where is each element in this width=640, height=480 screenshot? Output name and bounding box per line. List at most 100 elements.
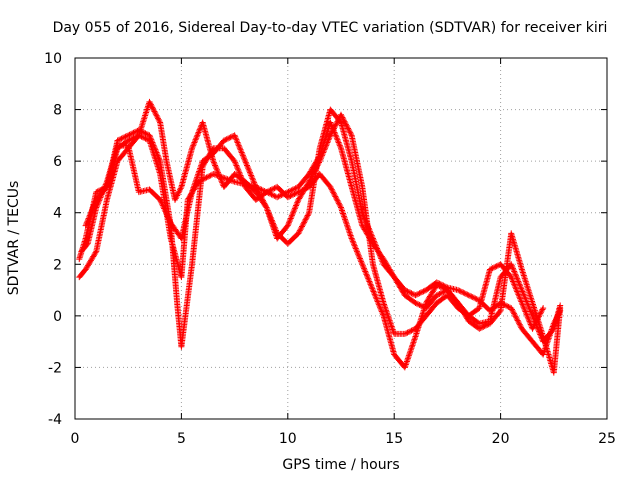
data-point bbox=[516, 321, 523, 328]
data-point bbox=[302, 185, 309, 192]
data-point bbox=[326, 133, 333, 140]
data-point bbox=[268, 219, 275, 226]
data-point bbox=[464, 291, 471, 298]
data-point bbox=[220, 137, 227, 144]
data-point bbox=[339, 114, 346, 121]
data-point bbox=[387, 320, 394, 327]
data-point bbox=[83, 241, 90, 248]
data-point bbox=[342, 217, 349, 224]
data-point bbox=[439, 284, 446, 291]
data-point bbox=[350, 239, 357, 246]
data-point bbox=[300, 220, 307, 227]
data-point bbox=[249, 175, 256, 182]
data-point bbox=[102, 185, 109, 192]
data-point bbox=[142, 130, 149, 137]
data-point bbox=[522, 308, 529, 315]
data-point bbox=[360, 264, 367, 271]
data-point bbox=[90, 202, 97, 209]
data-point bbox=[271, 228, 278, 235]
data-point bbox=[148, 102, 155, 109]
data-point bbox=[295, 230, 302, 237]
data-point bbox=[525, 302, 532, 309]
data-point bbox=[332, 122, 339, 129]
data-point bbox=[312, 166, 319, 173]
data-point bbox=[518, 299, 525, 306]
data-point bbox=[293, 201, 300, 208]
data-point bbox=[511, 311, 518, 318]
data-point bbox=[408, 345, 415, 352]
data-point bbox=[147, 100, 154, 107]
data-point bbox=[138, 128, 145, 135]
data-point bbox=[365, 275, 372, 282]
data-point bbox=[192, 180, 199, 187]
data-point bbox=[266, 187, 273, 194]
y-tick-label: 4 bbox=[53, 206, 62, 222]
data-point bbox=[352, 245, 359, 252]
data-point bbox=[529, 325, 536, 332]
data-point bbox=[290, 209, 297, 216]
data-point bbox=[366, 279, 373, 286]
data-point bbox=[437, 283, 444, 290]
data-point bbox=[308, 174, 315, 181]
data-point bbox=[338, 113, 345, 120]
data-point bbox=[371, 238, 378, 245]
data-point bbox=[191, 138, 198, 145]
data-point bbox=[152, 111, 159, 118]
data-point bbox=[218, 176, 225, 183]
data-point bbox=[412, 292, 419, 299]
data-point bbox=[404, 357, 411, 364]
data-point bbox=[267, 214, 274, 221]
data-point bbox=[269, 222, 276, 229]
data-point bbox=[255, 189, 262, 196]
data-point bbox=[473, 296, 480, 303]
data-point bbox=[150, 142, 157, 149]
data-point bbox=[369, 287, 376, 294]
data-point bbox=[521, 292, 528, 299]
data-point bbox=[359, 262, 366, 269]
data-point bbox=[323, 142, 330, 149]
data-point bbox=[115, 136, 122, 143]
data-point bbox=[405, 289, 412, 296]
data-point bbox=[330, 189, 337, 196]
data-point bbox=[291, 185, 298, 192]
data-point bbox=[468, 293, 475, 300]
data-point bbox=[379, 309, 386, 316]
data-point bbox=[248, 173, 255, 180]
data-point bbox=[327, 183, 334, 190]
data-point bbox=[513, 274, 520, 281]
data-point bbox=[405, 352, 412, 359]
data-point bbox=[522, 295, 529, 302]
data-point bbox=[173, 193, 180, 200]
data-point bbox=[540, 305, 547, 312]
data-point bbox=[523, 297, 530, 304]
data-point bbox=[345, 226, 352, 233]
data-point bbox=[310, 170, 317, 177]
data-point bbox=[525, 317, 532, 324]
data-point bbox=[141, 134, 148, 141]
data-point bbox=[340, 210, 347, 217]
data-point bbox=[352, 244, 359, 251]
data-point bbox=[155, 155, 162, 162]
data-point bbox=[239, 178, 246, 185]
data-point bbox=[296, 188, 303, 195]
data-point bbox=[406, 351, 413, 358]
data-point bbox=[218, 178, 225, 185]
data-point bbox=[237, 146, 244, 153]
data-point bbox=[191, 139, 198, 146]
data-point bbox=[267, 187, 274, 194]
data-point bbox=[515, 278, 522, 285]
data-point bbox=[408, 290, 415, 297]
data-point bbox=[147, 133, 154, 140]
data-point bbox=[194, 132, 201, 139]
data-point bbox=[154, 150, 161, 157]
data-point bbox=[93, 189, 100, 196]
data-point bbox=[337, 203, 344, 210]
data-point bbox=[509, 264, 516, 271]
data-point bbox=[301, 219, 308, 226]
data-point bbox=[512, 271, 519, 278]
data-point bbox=[433, 292, 440, 299]
data-point bbox=[270, 225, 277, 232]
data-point bbox=[292, 185, 299, 192]
data-point bbox=[412, 299, 419, 306]
data-point bbox=[217, 175, 224, 182]
